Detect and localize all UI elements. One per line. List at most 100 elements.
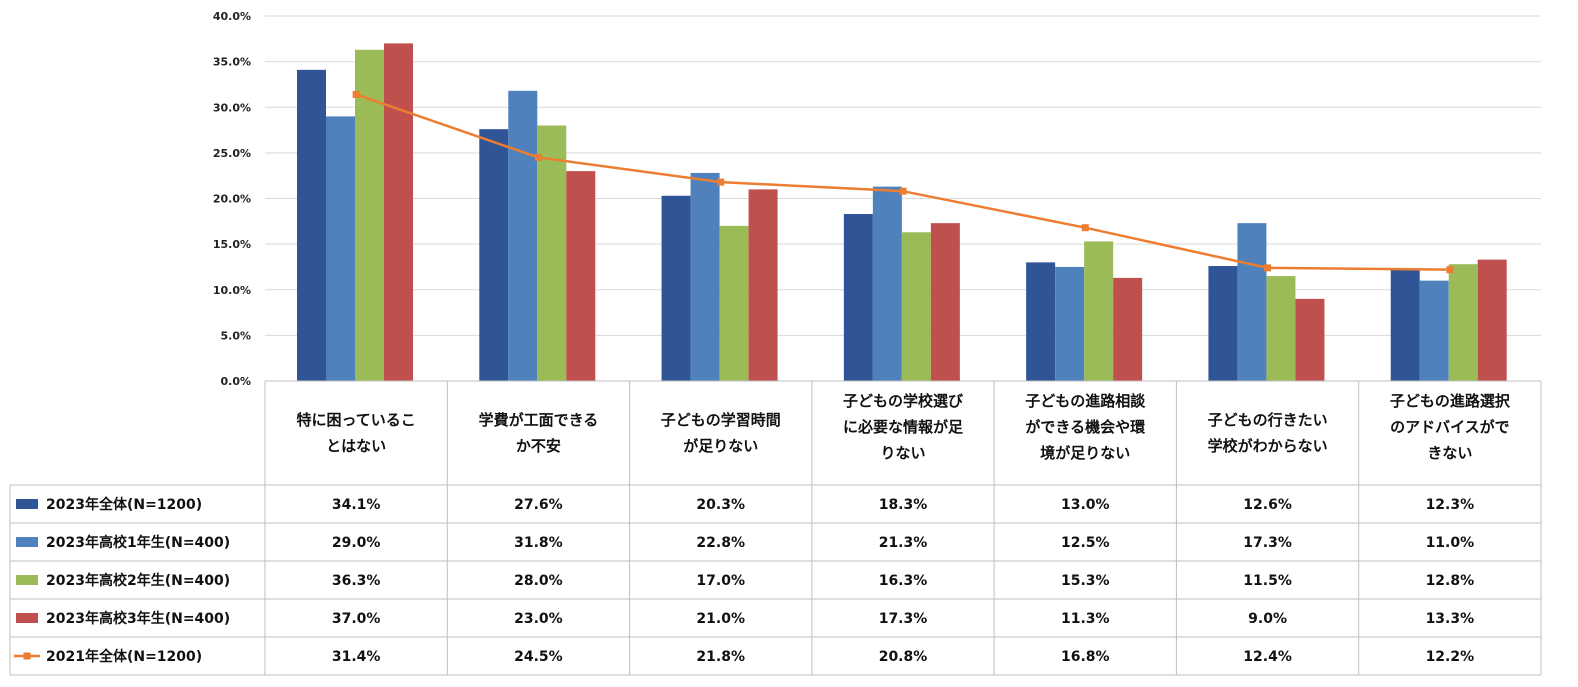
category-label: りない <box>880 444 925 462</box>
bar <box>1055 266 1085 381</box>
category-label: とはない <box>326 437 386 455</box>
table-cell-value: 24.5% <box>514 649 563 665</box>
y-tick-label: 20.0% <box>213 193 251 206</box>
table-cell-value: 16.3% <box>879 573 928 589</box>
table-cell-value: 31.8% <box>514 535 563 551</box>
bar <box>537 125 567 381</box>
line-series <box>352 90 1454 274</box>
category-label: 子どもの進路選択 <box>1390 392 1511 410</box>
table-cell-value: 12.2% <box>1426 649 1475 665</box>
table-cell-value: 27.6% <box>514 497 563 513</box>
table-cell-value: 28.0% <box>514 573 563 589</box>
table-cell-value: 12.8% <box>1426 573 1475 589</box>
bar <box>297 69 326 382</box>
bar <box>1448 264 1478 381</box>
y-tick-label: 0.0% <box>220 375 251 388</box>
category-label: 子どもの学校選び <box>843 392 963 410</box>
bar <box>872 186 902 381</box>
bar <box>384 43 413 381</box>
table-cell-value: 11.3% <box>1061 611 1110 627</box>
table-cell-value: 16.8% <box>1061 649 1110 665</box>
bar <box>661 195 691 381</box>
bar <box>1237 223 1267 381</box>
table-cell-value: 13.0% <box>1061 497 1110 513</box>
series-name: 2023年高校1年生(N=400) <box>46 534 230 551</box>
bar <box>1295 298 1325 381</box>
series-name: 2021年全体(N=1200) <box>46 648 202 665</box>
category-label: 子どもの行きたい <box>1208 411 1328 429</box>
category-label: 学校がわからない <box>1208 437 1328 455</box>
line-marker <box>1081 224 1089 232</box>
category-label: きない <box>1427 444 1472 462</box>
line-marker <box>717 178 725 186</box>
line-marker <box>899 187 907 195</box>
table-cell-value: 12.4% <box>1243 649 1292 665</box>
table-cell-value: 21.8% <box>696 649 745 665</box>
series-name: 2023年全体(N=1200) <box>46 496 202 513</box>
series-name: 2023年高校3年生(N=400) <box>46 610 230 627</box>
table-cell-value: 31.4% <box>332 649 381 665</box>
category-label: に必要な情報が足 <box>843 418 964 436</box>
y-axis: 0.0% 5.0% 10.0% 15.0% 20.0% 25.0% 30.0% 35.0% 40… <box>213 10 1541 388</box>
table-cell-value: 22.8% <box>696 535 745 551</box>
category-label: のアドバイスがで <box>1390 418 1510 436</box>
category-label: 子どもの学習時間 <box>661 411 781 429</box>
bar <box>1208 266 1238 381</box>
y-tick-label: 5.0% <box>220 329 251 342</box>
bar <box>566 171 596 381</box>
line-marker <box>352 90 360 98</box>
y-tick-label: 15.0% <box>213 238 251 251</box>
table-cell-value: 20.8% <box>879 649 928 665</box>
bar <box>1026 262 1056 381</box>
line-marker <box>1446 266 1454 274</box>
category-label: か不安 <box>516 437 561 455</box>
table-cell-value: 15.3% <box>1061 573 1110 589</box>
bar <box>1419 280 1449 381</box>
bar <box>1390 268 1420 381</box>
category-label: 特に困っているこ <box>297 411 416 429</box>
category-label: が足りない <box>683 437 758 455</box>
table-cell-value: 17.3% <box>879 611 928 627</box>
bar <box>930 223 960 381</box>
legend-key <box>16 613 38 623</box>
table-cell-value: 18.3% <box>879 497 928 513</box>
table-cell-value: 23.0% <box>514 611 563 627</box>
legend-key <box>16 575 38 585</box>
table-cell-value: 11.0% <box>1426 535 1475 551</box>
bar <box>719 225 749 381</box>
table-cell-value: 20.3% <box>696 497 745 513</box>
bar <box>1113 277 1143 381</box>
y-tick-label: 10.0% <box>213 284 251 297</box>
table-cell-value: 13.3% <box>1426 611 1475 627</box>
table-cell-value: 36.3% <box>332 573 381 589</box>
table-cell-value: 21.0% <box>696 611 745 627</box>
category-label: 境が足りない <box>1040 444 1130 462</box>
legend-key <box>16 537 38 547</box>
y-tick-label: 25.0% <box>213 147 251 160</box>
bar <box>479 129 509 381</box>
bar <box>901 232 931 381</box>
category-label: 子どもの進路相談 <box>1025 392 1146 410</box>
table-cell-value: 37.0% <box>332 611 381 627</box>
bar <box>326 116 355 381</box>
table-cell-value: 12.3% <box>1426 497 1475 513</box>
series-name: 2023年高校2年生(N=400) <box>46 572 230 589</box>
bar <box>843 214 873 381</box>
bars <box>297 43 1507 382</box>
table-cell-value: 29.0% <box>332 535 381 551</box>
bar <box>1084 241 1114 381</box>
y-tick-label: 30.0% <box>213 101 251 114</box>
table-cell-value: 12.5% <box>1061 535 1110 551</box>
table-cell-value: 17.0% <box>696 573 745 589</box>
bar <box>1266 276 1296 381</box>
category-label: 学費が工面できる <box>479 411 599 429</box>
table-cell-value: 11.5% <box>1243 573 1292 589</box>
y-tick-label: 35.0% <box>213 56 251 69</box>
table-cell-value: 21.3% <box>879 535 928 551</box>
table-cell-value: 12.6% <box>1243 497 1292 513</box>
legend-key-marker <box>23 652 31 660</box>
category-label: ができる機会や環 <box>1025 418 1146 436</box>
line-marker <box>534 153 542 161</box>
table-cell-value: 34.1% <box>332 497 381 513</box>
